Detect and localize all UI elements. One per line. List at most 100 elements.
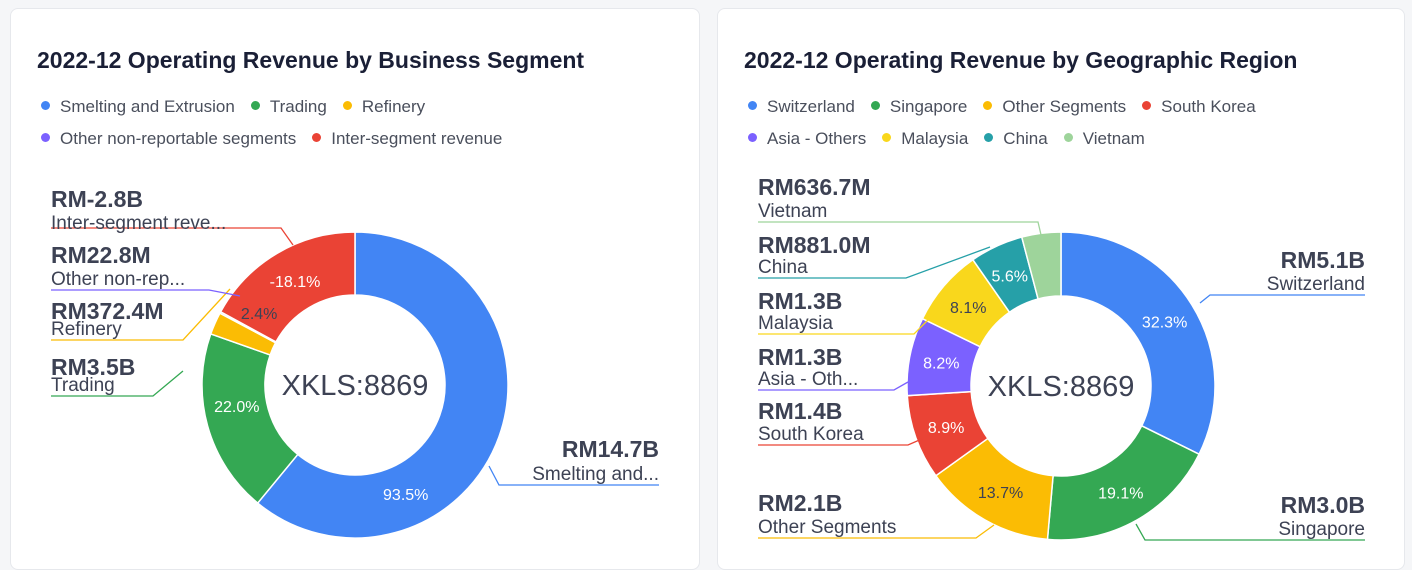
legend-item-south-korea[interactable]: South Korea bbox=[1142, 95, 1256, 119]
slice-name-label: Smelting and... bbox=[532, 464, 659, 485]
slice-singapore[interactable] bbox=[1046, 424, 1201, 541]
leader-line bbox=[758, 301, 947, 335]
legend-dot-icon bbox=[342, 101, 352, 111]
slice-percent-label: 8.2% bbox=[923, 355, 959, 372]
legend-dot-icon bbox=[312, 133, 322, 143]
legend-item-other-segments[interactable]: Other Segments bbox=[983, 95, 1126, 119]
slice-percent-label: 19.1% bbox=[1098, 485, 1143, 502]
slice-value-label: RM3.5B bbox=[51, 354, 135, 380]
slice-percent-label: -18.1% bbox=[270, 274, 321, 291]
leader-line bbox=[488, 465, 659, 486]
legend-dot-icon bbox=[983, 101, 993, 111]
region-donut-chart: 32.3% 19.1% 13.7% 8.9% 8.2% 8.1% 5.6% XKLS:8869… bbox=[758, 174, 1365, 541]
slice-percent-label: 8.9% bbox=[928, 420, 964, 437]
legend-row: Other non-reportable segments Inter-segme… bbox=[41, 127, 681, 159]
legend-item-china[interactable]: China bbox=[984, 127, 1048, 151]
legend-item-asia-others[interactable]: Asia - Others bbox=[748, 127, 866, 151]
legend-item-singapore[interactable]: Singapore bbox=[870, 95, 968, 119]
legend-label: Singapore bbox=[889, 97, 968, 116]
legend-dot-icon bbox=[1063, 133, 1073, 143]
leader-line bbox=[51, 288, 231, 341]
legend-dot-icon bbox=[748, 133, 757, 143]
slice-inter-segment-revenue[interactable] bbox=[219, 231, 356, 343]
leader-line bbox=[51, 289, 241, 297]
slice-name-label: Other Segments bbox=[758, 517, 896, 538]
legend-label: Other Segments bbox=[1002, 97, 1127, 116]
slice-percent-label: 5.6% bbox=[992, 268, 1028, 285]
slice-name-label: Vietnam bbox=[758, 201, 827, 222]
legend-dot-icon bbox=[870, 101, 880, 111]
leader-line bbox=[758, 381, 909, 391]
legend-item-switzerland[interactable]: Switzerland bbox=[748, 95, 855, 119]
leader-line bbox=[1135, 523, 1365, 541]
legend-label: Smelting and Extrusion bbox=[60, 97, 235, 116]
leader-line bbox=[758, 246, 991, 279]
slice-name-label: Switzerland bbox=[1267, 274, 1365, 295]
legend-row: Asia - Others Malaysia China Vietnam bbox=[748, 127, 1388, 159]
slice-percent-label: 2.4% bbox=[241, 306, 277, 323]
slice-value-label: RM372.4M bbox=[51, 298, 163, 324]
legend-item-vietnam[interactable]: Vietnam bbox=[1063, 127, 1145, 151]
slice-name-label: South Korea bbox=[758, 424, 864, 445]
slice-percent-label: 93.5% bbox=[383, 487, 428, 504]
legend-label: Trading bbox=[269, 97, 327, 116]
segment-chart-title: 2022-12 Operating Revenue by Business Se… bbox=[37, 47, 585, 73]
region-chart-legend: Switzerland Singapore Other Segments South … bbox=[748, 95, 1388, 159]
legend-dot-icon bbox=[250, 101, 260, 111]
legend-dot-icon bbox=[984, 133, 994, 143]
legend-dot-icon bbox=[41, 133, 50, 143]
slice-name-label: Asia - Oth... bbox=[758, 369, 858, 390]
legend-label: Vietnam bbox=[1082, 129, 1145, 148]
slice-name-label: Other non-rep... bbox=[51, 269, 185, 290]
slice-value-label: RM881.0M bbox=[758, 232, 870, 258]
legend-label: Refinery bbox=[361, 97, 426, 116]
legend-item-refinery[interactable]: Refinery bbox=[342, 95, 426, 119]
slice-smelting-and-extrusion[interactable] bbox=[256, 231, 509, 539]
slice-value-label: RM1.4B bbox=[758, 398, 842, 424]
leader-line bbox=[758, 221, 1043, 240]
slice-value-label: RM-2.8B bbox=[51, 186, 143, 212]
legend-item-other-non-reportable-segments[interactable]: Other non-reportable segments bbox=[41, 127, 296, 151]
slice-switzerland[interactable] bbox=[1060, 231, 1216, 456]
legend-item-smelting-and-extrusion[interactable]: Smelting and Extrusion bbox=[41, 95, 235, 119]
leader-line bbox=[1199, 294, 1365, 304]
legend-label: China bbox=[1003, 129, 1048, 148]
slice-percent-label: 22.0% bbox=[214, 399, 259, 416]
legend-label: South Korea bbox=[1161, 97, 1256, 116]
slice-value-label: RM5.1B bbox=[1281, 247, 1365, 273]
slice-percent-label: 8.1% bbox=[950, 300, 986, 317]
slice-percent-label: 32.3% bbox=[1142, 315, 1187, 332]
legend-row: Smelting and Extrusion Trading Refinery bbox=[41, 95, 681, 127]
legend-item-malaysia[interactable]: Malaysia bbox=[882, 127, 968, 151]
slice-value-label: RM22.8M bbox=[51, 242, 151, 268]
slice-name-label: Refinery bbox=[51, 319, 122, 340]
segment-chart-legend: Smelting and Extrusion Trading Refinery Oth… bbox=[41, 95, 681, 159]
legend-dot-icon bbox=[748, 101, 757, 111]
slice-name-label: Trading bbox=[51, 375, 115, 396]
slice-value-label: RM1.3B bbox=[758, 344, 842, 370]
slice-vietnam[interactable] bbox=[1020, 231, 1062, 300]
legend-dot-icon bbox=[41, 101, 50, 111]
legend-row: Switzerland Singapore Other Segments South … bbox=[748, 95, 1388, 127]
leader-line bbox=[51, 370, 184, 397]
legend-item-inter-segment-revenue[interactable]: Inter-segment revenue bbox=[312, 127, 502, 151]
legend-label: Switzerland bbox=[767, 97, 855, 116]
legend-dot-icon bbox=[882, 133, 892, 143]
region-chart-title: 2022-12 Operating Revenue by Geographic … bbox=[744, 47, 1298, 73]
legend-item-trading[interactable]: Trading bbox=[250, 95, 327, 119]
legend-dot-icon bbox=[1142, 101, 1152, 111]
region-chart-card: 2022-12 Operating Revenue by Geographic … bbox=[717, 8, 1405, 570]
leader-line bbox=[51, 227, 294, 246]
slice-name-label: China bbox=[758, 257, 808, 278]
slice-name-label: Singapore bbox=[1278, 519, 1365, 540]
donut-center-label: XKLS:8869 bbox=[282, 370, 429, 402]
slice-value-label: RM2.1B bbox=[758, 490, 842, 516]
donut-center-label: XKLS:8869 bbox=[988, 371, 1135, 403]
slice-trading[interactable] bbox=[201, 332, 299, 505]
slice-value-label: RM1.3B bbox=[758, 288, 842, 314]
segment-donut-chart: 93.5% 22.0% 2.4% -18.1% XKLS:8869 RM14.7BSmel… bbox=[51, 186, 659, 539]
slice-value-label: RM636.7M bbox=[758, 174, 870, 200]
leader-line bbox=[758, 524, 995, 539]
leader-line bbox=[758, 437, 925, 446]
slice-name-label: Inter-segment reve... bbox=[51, 213, 226, 234]
